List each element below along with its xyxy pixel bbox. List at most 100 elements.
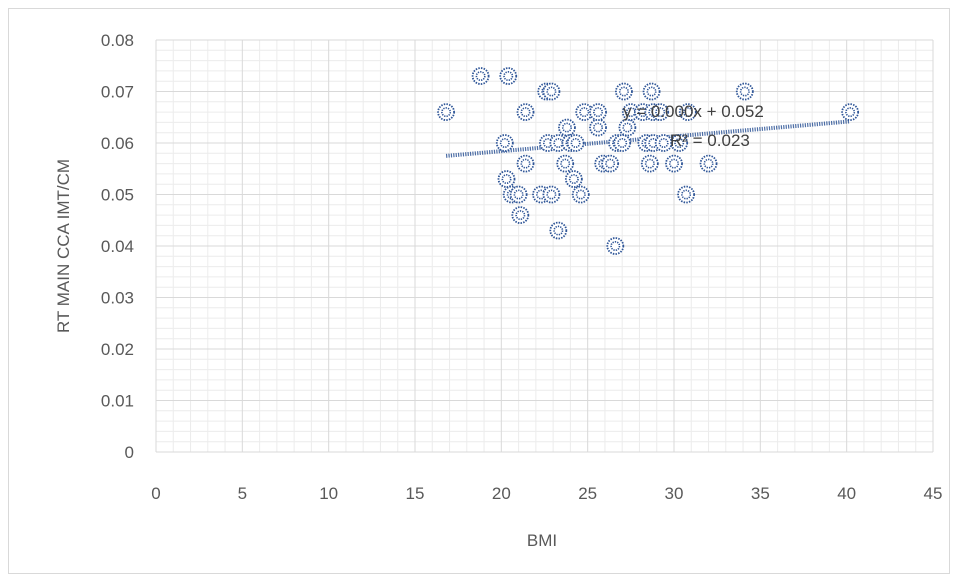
- marker-inner-ring: [568, 174, 579, 185]
- data-point: [542, 185, 561, 204]
- data-point: [670, 134, 689, 152]
- marker-inner-ring: [561, 122, 572, 133]
- y-tick-label: 0.03: [101, 289, 134, 308]
- marker-outer-ring: [670, 134, 689, 152]
- data-point: [613, 134, 632, 152]
- marker-outer-ring: [511, 206, 530, 225]
- marker-inner-ring: [560, 158, 571, 169]
- data-point: [558, 118, 576, 137]
- marker-outer-ring: [735, 82, 754, 101]
- data-point: [516, 154, 535, 173]
- data-point: [665, 154, 683, 173]
- data-point: [589, 118, 607, 137]
- x-tick-label: 0: [151, 484, 160, 503]
- marker-inner-ring: [605, 158, 616, 169]
- trendline-r-squared: R² = 0.023: [670, 131, 750, 150]
- marker-outer-ring: [549, 221, 568, 240]
- chart-area: [8, 8, 950, 574]
- marker-inner-ring: [575, 189, 586, 200]
- marker-outer-ring: [642, 82, 661, 101]
- x-tick-label: 15: [406, 484, 425, 503]
- data-point: [651, 103, 670, 121]
- marker-outer-ring: [516, 154, 535, 173]
- marker-outer-ring: [558, 118, 576, 137]
- data-point: [495, 134, 514, 152]
- data-point: [735, 82, 754, 101]
- marker-outer-ring: [564, 170, 583, 188]
- marker-inner-ring: [553, 225, 564, 236]
- data-point: [516, 103, 535, 121]
- marker-outer-ring: [651, 103, 670, 121]
- marker-outer-ring: [556, 154, 575, 173]
- marker-inner-ring: [644, 158, 655, 169]
- data-point: [564, 170, 583, 188]
- marker-outer-ring: [618, 118, 637, 137]
- data-point: [677, 185, 695, 204]
- marker-outer-ring: [495, 134, 514, 152]
- marker-inner-ring: [520, 158, 531, 169]
- marker-inner-ring: [617, 138, 628, 149]
- marker-outer-ring: [509, 185, 528, 204]
- data-point: [841, 103, 860, 121]
- y-tick-label: 0: [125, 443, 134, 462]
- marker-inner-ring: [618, 86, 629, 97]
- y-axis-title: RT MAIN CCA IMT/CM: [54, 159, 73, 333]
- x-tick-label: 35: [751, 484, 770, 503]
- marker-outer-ring: [497, 170, 516, 188]
- y-tick-label: 0.07: [101, 83, 134, 102]
- y-tick-label: 0.05: [101, 186, 134, 205]
- data-point: [556, 154, 575, 173]
- marker-inner-ring: [520, 107, 531, 118]
- marker-inner-ring: [579, 107, 590, 118]
- marker-outer-ring: [542, 82, 561, 101]
- marker-inner-ring: [703, 158, 714, 169]
- marker-inner-ring: [546, 189, 557, 200]
- data-point: [571, 185, 590, 204]
- marker-inner-ring: [668, 158, 679, 169]
- x-tick-label: 25: [578, 484, 597, 503]
- marker-inner-ring: [501, 174, 512, 185]
- y-tick-label: 0.08: [101, 31, 134, 50]
- data-point: [642, 82, 661, 101]
- marker-outer-ring: [542, 185, 561, 204]
- x-axis-title: BMI: [527, 531, 557, 550]
- marker-inner-ring: [570, 138, 581, 149]
- marker-inner-ring: [658, 138, 669, 149]
- data-point: [471, 67, 490, 85]
- data-point: [699, 154, 718, 173]
- marker-outer-ring: [640, 154, 659, 173]
- marker-outer-ring: [677, 185, 695, 204]
- marker-inner-ring: [674, 138, 685, 149]
- data-point: [542, 82, 561, 101]
- marker-inner-ring: [515, 210, 526, 221]
- marker-outer-ring: [606, 237, 625, 255]
- data-point: [601, 154, 620, 173]
- marker-inner-ring: [739, 86, 750, 97]
- data-point: [589, 103, 607, 121]
- marker-outer-ring: [699, 154, 718, 173]
- marker-outer-ring: [516, 103, 535, 121]
- marker-inner-ring: [682, 107, 693, 118]
- marker-outer-ring: [613, 134, 632, 152]
- marker-inner-ring: [513, 189, 524, 200]
- y-tick-label: 0.04: [101, 237, 134, 256]
- marker-inner-ring: [610, 241, 621, 252]
- trendline-equation: y = 0.000x + 0.052: [623, 102, 764, 121]
- data-point: [437, 103, 455, 121]
- x-tick-label: 5: [238, 484, 247, 503]
- marker-outer-ring: [615, 82, 633, 101]
- marker-outer-ring: [571, 185, 590, 204]
- data-point: [606, 237, 625, 255]
- marker-outer-ring: [566, 134, 585, 152]
- marker-inner-ring: [441, 107, 452, 118]
- y-axis-ticks: 0 0.01 0.02 0.03 0.04 0.05 0.06 0.07 0.08: [101, 31, 134, 462]
- marker-outer-ring: [471, 67, 490, 85]
- marker-outer-ring: [841, 103, 860, 121]
- marker-inner-ring: [845, 107, 856, 118]
- marker-inner-ring: [503, 71, 514, 82]
- data-points: [437, 67, 860, 255]
- marker-inner-ring: [655, 107, 666, 118]
- marker-inner-ring: [475, 71, 486, 82]
- x-axis-ticks: 0 5 10 15 20 25 30 35 40 45: [151, 484, 942, 503]
- y-tick-label: 0.06: [101, 134, 134, 153]
